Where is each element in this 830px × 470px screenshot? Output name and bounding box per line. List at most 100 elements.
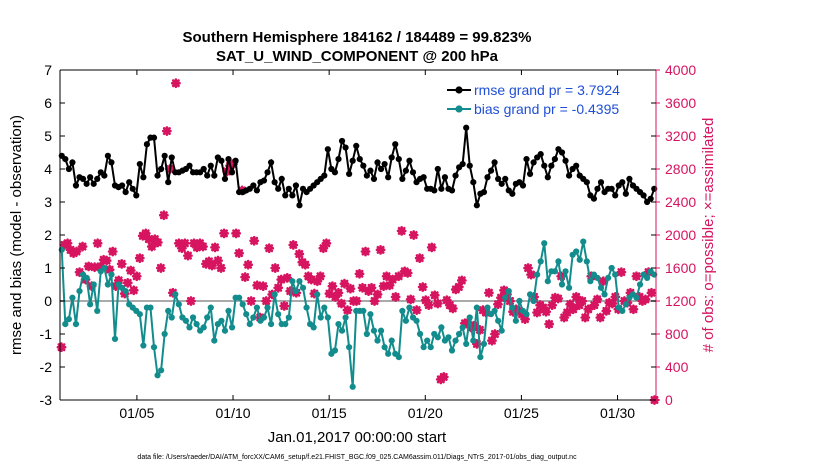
obs-count-point xyxy=(173,238,184,249)
left-tick-label: 3 xyxy=(44,194,52,210)
bias-point xyxy=(140,342,147,349)
rmse-point xyxy=(385,174,392,181)
rmse-point xyxy=(594,185,601,192)
bias-point xyxy=(172,291,179,298)
bias-point xyxy=(605,274,612,281)
bias-point xyxy=(271,291,278,298)
obs-count-point xyxy=(240,272,251,282)
left-tick-label: 0 xyxy=(44,293,52,309)
bias-point xyxy=(495,317,502,324)
obs-count-point xyxy=(631,271,642,282)
bias-point xyxy=(62,321,69,328)
bias-point xyxy=(136,311,143,318)
rmse-point xyxy=(640,192,647,199)
rmse-point xyxy=(530,159,537,166)
obs-count-series xyxy=(56,78,660,405)
right-tick-label: 400 xyxy=(665,359,689,375)
rmse-point xyxy=(140,174,147,181)
obs-count-point xyxy=(107,246,118,257)
rmse-point xyxy=(448,187,456,194)
bias-point xyxy=(87,301,94,308)
obs-count-point xyxy=(378,281,389,292)
bias-point xyxy=(438,324,445,331)
right-axis-ticks: 0 400 800 1200 1600 2000 2400 2800 3200 3600 4000 xyxy=(656,62,696,408)
obs-count-point xyxy=(568,304,579,315)
obs-count-point xyxy=(592,294,603,305)
obs-count-point xyxy=(357,282,368,293)
obs-count-point xyxy=(432,298,443,309)
rmse-point xyxy=(363,172,370,179)
obs-count-point xyxy=(83,261,94,272)
bias-point xyxy=(90,281,97,288)
rmse-point xyxy=(466,162,473,169)
bias-point xyxy=(530,297,537,305)
obs-count-point xyxy=(62,238,73,249)
obs-count-point xyxy=(192,242,202,253)
bias-point xyxy=(583,258,590,265)
obs-count-point xyxy=(354,268,365,279)
obs-count-point xyxy=(186,296,196,306)
rmse-point xyxy=(275,185,282,192)
rmse-point xyxy=(87,174,94,181)
bias-point xyxy=(374,337,381,344)
rmse-point xyxy=(271,179,278,186)
rmse-point xyxy=(608,185,615,192)
bias-point xyxy=(168,314,175,321)
bias-point xyxy=(296,278,303,285)
obs-count-point xyxy=(595,312,606,323)
bias-point xyxy=(526,291,534,298)
obs-count-point xyxy=(282,273,293,283)
rmse-point xyxy=(441,174,449,181)
obs-count-point xyxy=(231,228,241,239)
rmse-point xyxy=(218,157,225,164)
obs-count-point xyxy=(447,303,458,314)
obs-count-point xyxy=(155,263,166,273)
obs-count-point xyxy=(342,305,353,315)
bias-point xyxy=(555,258,562,265)
bias-point xyxy=(108,271,115,278)
obs-count-point xyxy=(246,296,257,306)
rmse-point xyxy=(349,157,356,164)
bias-point xyxy=(175,301,182,308)
obs-count-point xyxy=(131,271,142,282)
obs-count-point xyxy=(414,253,425,263)
bias-point xyxy=(292,288,300,295)
obs-count-point xyxy=(146,241,157,252)
obs-count-point xyxy=(471,339,482,349)
obs-count-point xyxy=(517,309,527,320)
obs-count-point xyxy=(189,238,199,249)
rmse-point xyxy=(491,159,498,166)
obs-count-point xyxy=(279,301,290,311)
rmse-point xyxy=(431,187,438,194)
obs-count-point xyxy=(177,243,187,254)
rmse-point xyxy=(459,160,466,168)
obs-count-point xyxy=(544,319,555,329)
left-tick-label: 5 xyxy=(44,128,52,144)
rmse-point xyxy=(360,162,367,169)
obs-count-point xyxy=(405,294,416,305)
obs-count-point xyxy=(441,295,452,306)
obs-count-point xyxy=(273,282,284,293)
rmse-point xyxy=(452,172,459,179)
right-tick-label: 0 xyxy=(665,392,673,408)
obs-count-point xyxy=(264,243,275,254)
bias-point xyxy=(565,284,573,291)
rmse-point xyxy=(420,174,427,181)
rmse-point xyxy=(260,177,268,184)
rmse-point xyxy=(573,162,580,169)
obs-count-point xyxy=(456,275,467,286)
bias-point xyxy=(204,314,211,321)
obs-count-point xyxy=(601,306,612,316)
rmse-point xyxy=(296,202,303,209)
legend-rmse-label: rmse grand pr = 3.7924 xyxy=(474,82,620,98)
obs-count-point xyxy=(490,329,500,339)
rmse-point xyxy=(470,179,477,186)
obs-count-point xyxy=(393,271,404,282)
obs-count-point xyxy=(493,299,503,310)
obs-count-point xyxy=(520,314,530,325)
x-axis-label: Jan.01,2017 00:00:00 start xyxy=(268,429,447,446)
bias-point xyxy=(246,321,253,328)
rmse-point xyxy=(548,162,555,169)
obs-count-point xyxy=(312,276,323,287)
rmse-point xyxy=(565,172,573,179)
